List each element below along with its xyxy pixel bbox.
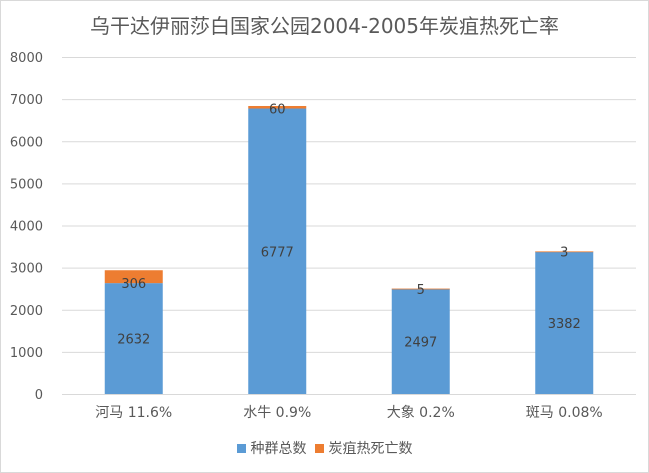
data-label-population: 6777 <box>261 245 294 260</box>
y-tick-label: 7000 <box>10 93 43 108</box>
y-tick-label: 4000 <box>10 220 43 235</box>
data-label-deaths: 5 <box>417 283 425 298</box>
y-tick-label: 3000 <box>10 262 43 277</box>
bar-deaths <box>391 288 450 290</box>
bar-deaths <box>535 251 594 253</box>
bar-population <box>248 108 307 395</box>
legend-item-population: 种群总数 <box>236 438 307 458</box>
chart-legend: 种群总数 炭疽热死亡数 <box>0 438 649 458</box>
y-tick-label: 2000 <box>10 304 43 319</box>
legend-swatch-deaths <box>314 443 324 453</box>
bar-population <box>391 288 450 394</box>
bar-population <box>104 283 163 394</box>
x-tick-label: 大象 0.2% <box>387 405 455 421</box>
y-tick-label: 1000 <box>10 346 43 361</box>
x-tick-label: 水牛 0.9% <box>243 405 311 421</box>
data-label-deaths: 60 <box>269 103 286 118</box>
legend-label-population: 种群总数 <box>250 441 307 457</box>
y-tick-label: 8000 <box>10 51 43 66</box>
data-label-population: 3382 <box>548 317 581 332</box>
data-label-deaths: 306 <box>121 277 146 292</box>
bar-population <box>535 251 594 394</box>
legend-swatch-population <box>236 443 246 453</box>
data-label-population: 2497 <box>404 335 437 350</box>
data-label-deaths: 3 <box>560 246 568 261</box>
y-tick-label: 5000 <box>10 177 43 192</box>
data-label-population: 2632 <box>117 333 150 348</box>
bar-deaths <box>104 270 163 284</box>
x-tick-label: 河马 11.6% <box>95 405 172 421</box>
legend-label-deaths: 炭疽热死亡数 <box>328 441 413 457</box>
x-tick-label: 斑马 0.08% <box>526 405 603 421</box>
chart-title: 乌干达伊丽莎白国家公园2004-2005年炭疽热死亡率 <box>89 14 559 38</box>
bar-deaths <box>248 105 307 109</box>
y-tick-label: 0 <box>35 388 43 403</box>
legend-item-deaths: 炭疽热死亡数 <box>314 438 413 458</box>
y-tick-label: 6000 <box>10 135 43 150</box>
